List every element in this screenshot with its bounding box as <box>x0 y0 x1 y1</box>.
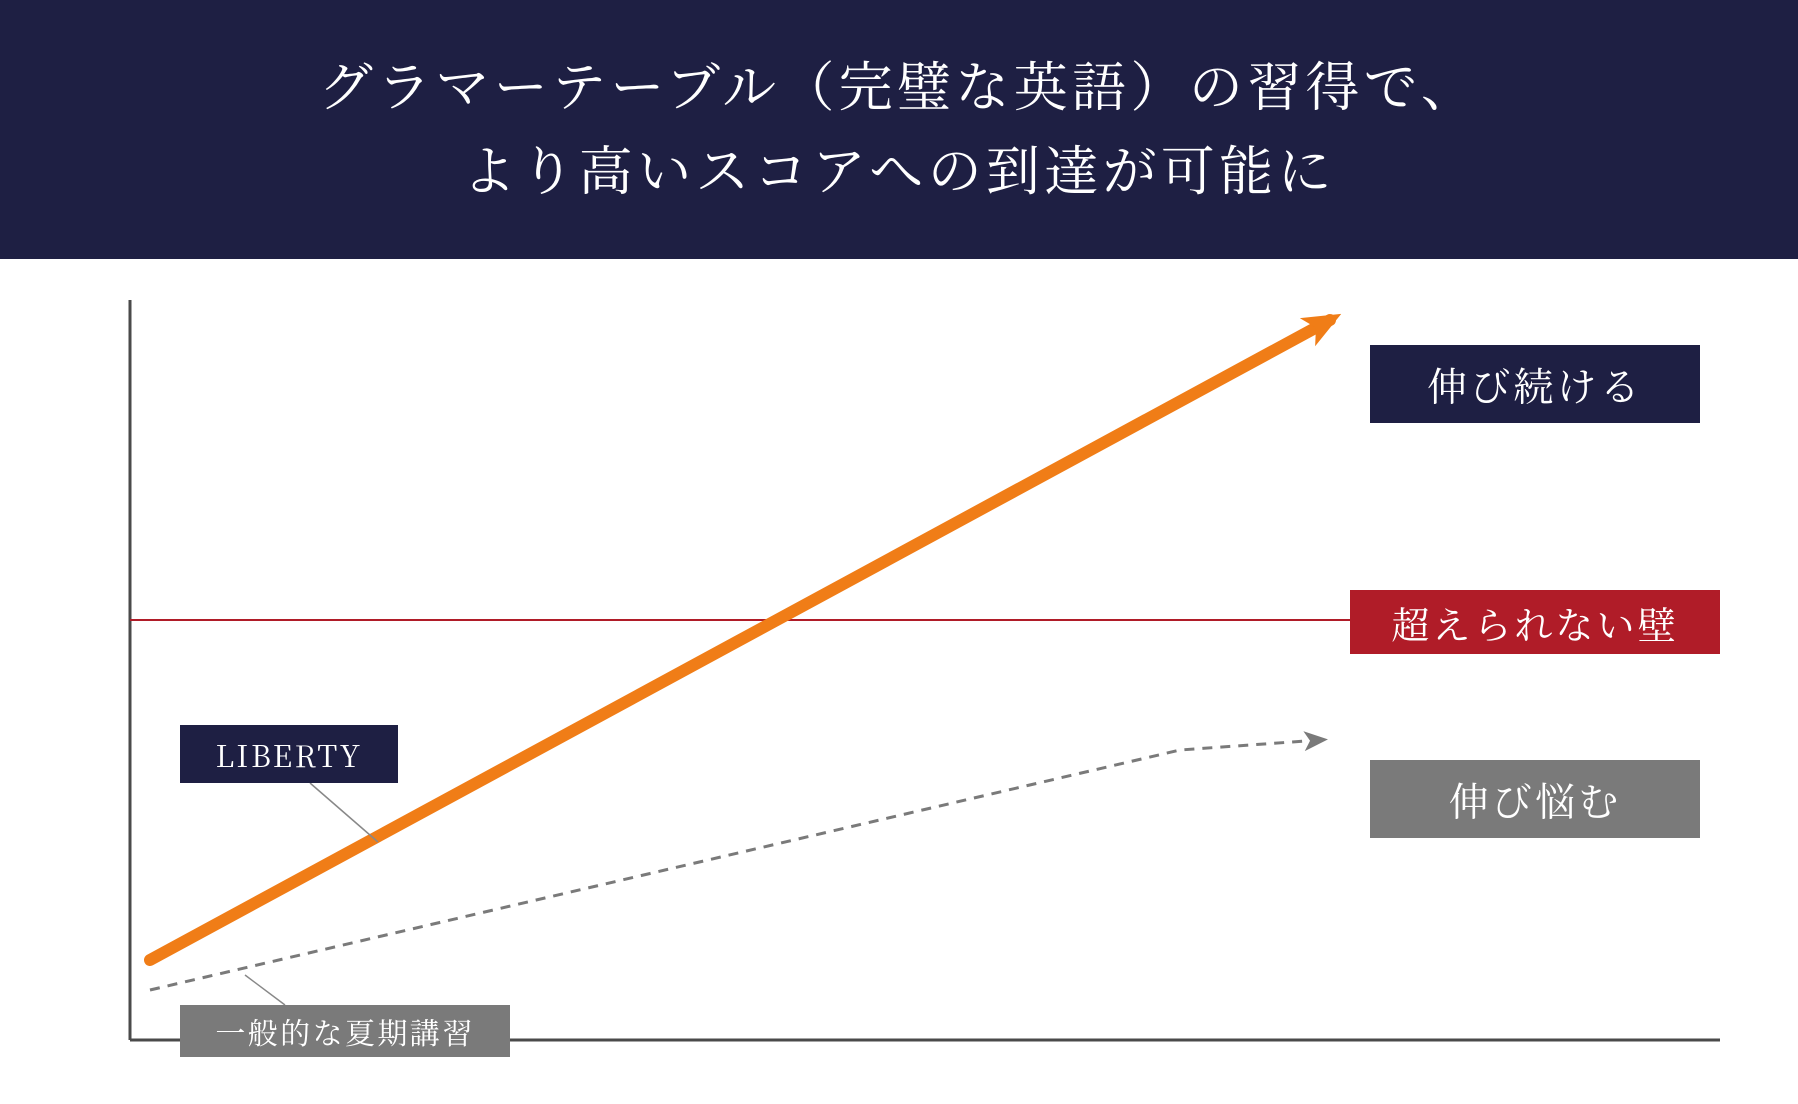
general-result-label: 伸び悩む <box>1370 760 1700 838</box>
general-result-label-text: 伸び悩む <box>1449 771 1622 828</box>
header-line-1: グラマーテーブル（完璧な英語）の習得で、 <box>20 42 1778 126</box>
chart-area: LIBERTY 一般的な夏期講習 超えられない壁 伸び続ける 伸び悩む <box>30 260 1768 1074</box>
liberty-series-label-text: LIBERTY <box>215 732 362 776</box>
liberty-result-label-text: 伸び続ける <box>1427 356 1643 413</box>
threshold-label: 超えられない壁 <box>1350 590 1720 654</box>
general-series-label: 一般的な夏期講習 <box>180 1005 510 1057</box>
general-series-label-text: 一般的な夏期講習 <box>215 1009 474 1053</box>
header-banner: グラマーテーブル（完璧な英語）の習得で、 より高いスコアへの到達が可能に <box>0 0 1798 259</box>
liberty-series-label: LIBERTY <box>180 725 398 783</box>
infographic-container: グラマーテーブル（完璧な英語）の習得で、 より高いスコアへの到達が可能に LIB… <box>0 0 1798 1104</box>
liberty-result-label: 伸び続ける <box>1370 345 1700 423</box>
threshold-label-text: 超えられない壁 <box>1391 595 1678 650</box>
header-line-2: より高いスコアへの到達が可能に <box>20 126 1778 210</box>
